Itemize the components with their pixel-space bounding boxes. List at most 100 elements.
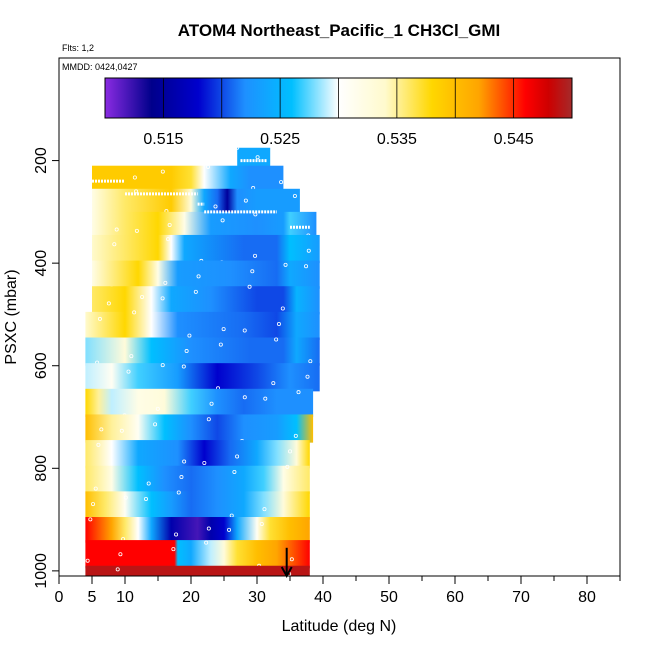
x-tick-label: 70	[512, 589, 530, 606]
sample-dot	[304, 264, 309, 269]
sample-dot	[184, 349, 189, 354]
sample-dot	[182, 459, 187, 464]
colorbar-frame	[104, 77, 573, 119]
sample-dot	[160, 296, 165, 301]
sample-dot	[96, 442, 101, 447]
sample-dot	[196, 274, 201, 279]
sample-dot	[169, 589, 172, 592]
sample-dot	[132, 175, 137, 180]
sample-dot	[250, 269, 255, 274]
heatmap-band	[85, 311, 320, 341]
sample-dot	[163, 280, 168, 285]
sample-dot	[97, 316, 102, 321]
sample-dot	[129, 354, 134, 359]
sample-dot	[296, 390, 301, 395]
sample-dot	[308, 359, 313, 364]
sample-dot	[106, 301, 111, 306]
y-tick-label: 800	[33, 455, 50, 482]
sample-dot	[206, 526, 211, 531]
y-tick-label: 1000	[33, 553, 50, 589]
y-tick-label: 600	[33, 352, 50, 379]
sample-dot	[271, 381, 276, 386]
sample-dot	[285, 464, 290, 469]
x-tick-label: 50	[380, 589, 398, 606]
heatmap-band	[85, 388, 314, 418]
sample-dot	[262, 507, 267, 512]
sample-dot	[220, 218, 225, 223]
sample-dot	[149, 587, 152, 590]
sample-dot	[179, 475, 184, 480]
sample-dot	[160, 363, 165, 368]
colorbar: 0.515 0.525 0.535 0.545	[104, 77, 573, 148]
sample-dot	[213, 204, 218, 209]
sample-dot	[292, 193, 297, 198]
heatmap-bands	[85, 145, 320, 592]
heatmap-band	[85, 517, 310, 543]
sample-dot	[181, 364, 186, 369]
colorbar-tick-label: 0.535	[377, 131, 417, 148]
plot-frame	[58, 57, 621, 577]
y-axis: 200 400 600 800 1000	[33, 147, 59, 589]
sample-dot	[206, 417, 211, 422]
sample-dot	[205, 164, 210, 169]
sample-dot	[171, 547, 176, 552]
sample-dot	[280, 306, 285, 311]
x-tick-label: 0	[55, 589, 64, 606]
sample-dot	[99, 427, 104, 432]
sample-dot	[279, 180, 284, 185]
sample-dot	[283, 262, 288, 267]
heatmap-band	[92, 260, 320, 289]
heatmap-band	[85, 565, 310, 576]
sample-dot	[288, 449, 293, 454]
sample-dot	[242, 328, 247, 333]
sample-dot	[166, 237, 171, 242]
sample-dot	[134, 189, 139, 194]
sample-dot	[255, 155, 260, 160]
sample-dot	[176, 490, 181, 495]
colorbar-tick-label: 0.515	[143, 131, 183, 148]
sample-dot	[126, 369, 131, 374]
x-tick-label: 80	[578, 589, 596, 606]
sample-dot	[193, 289, 198, 294]
sample-dot	[134, 228, 139, 233]
sample-dot	[247, 284, 252, 289]
sample-dot	[143, 496, 148, 501]
sample-dot	[204, 540, 209, 545]
sample-dot	[93, 486, 98, 491]
sample-dot	[118, 552, 123, 557]
x-tick-label: 30	[248, 589, 266, 606]
sample-dot	[305, 374, 310, 379]
heatmap-band	[85, 337, 320, 366]
sample-dot	[218, 342, 223, 347]
sample-dot	[155, 406, 160, 411]
sample-dot	[253, 253, 258, 258]
sample-dot	[146, 481, 151, 486]
x-tick-label: 40	[314, 589, 332, 606]
x-tick-label: 5	[88, 589, 97, 606]
sample-dot	[114, 227, 119, 232]
y-axis-label: PSXC (mbar)	[3, 269, 20, 364]
sample-dot	[255, 578, 258, 581]
x-axis-label: Latitude (deg N)	[282, 618, 397, 635]
chart-title: ATOM4 Northeast_Pacific_1 CH3Cl_GMI	[178, 21, 500, 40]
sample-dot	[263, 396, 268, 401]
sample-dot	[274, 337, 279, 342]
heatmap-band	[85, 440, 310, 469]
sample-dot	[232, 469, 237, 474]
sample-dot	[160, 169, 165, 174]
sample-dot	[153, 422, 158, 427]
sample-dot	[167, 222, 172, 227]
heatmap-band	[85, 414, 314, 443]
sample-dot	[132, 310, 137, 315]
sample-dot	[91, 502, 96, 507]
sample-dot	[243, 198, 248, 203]
y-tick-label: 400	[33, 250, 50, 277]
colorbar-tick-label: 0.545	[494, 131, 534, 148]
heatmap-band	[85, 540, 310, 569]
heatmap-band	[92, 234, 320, 264]
sample-dot	[235, 145, 240, 150]
heatmap-band	[85, 465, 310, 494]
heatmap-band	[85, 363, 320, 392]
colorbar-tick-label: 0.525	[260, 131, 300, 148]
sample-dot	[289, 557, 294, 562]
